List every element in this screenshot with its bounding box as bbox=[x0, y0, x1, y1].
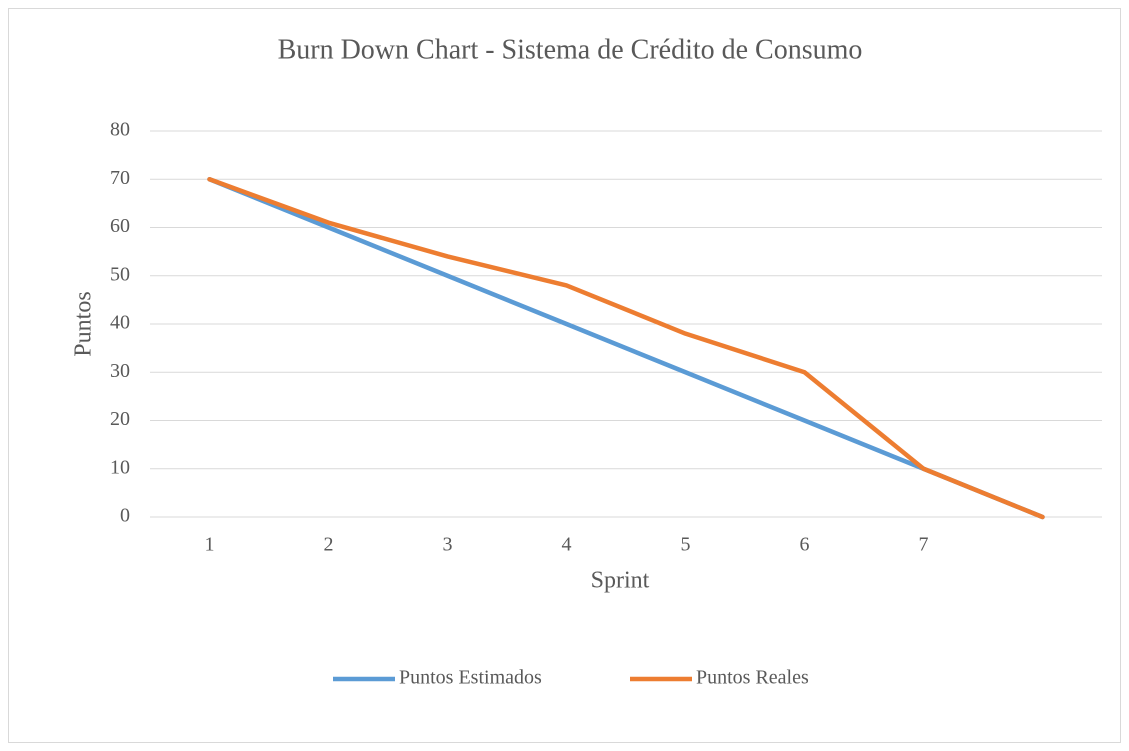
y-tick-label: 0 bbox=[120, 505, 130, 527]
legend-label: Puntos Estimados bbox=[399, 667, 542, 689]
y-tick-label: 30 bbox=[110, 360, 130, 382]
chart-title: Burn Down Chart - Sistema de Crédito de … bbox=[278, 34, 863, 65]
x-tick-label: 3 bbox=[443, 534, 453, 556]
x-tick-label: 2 bbox=[324, 534, 334, 556]
x-tick-label: 4 bbox=[562, 534, 572, 556]
y-axis-label: Puntos bbox=[71, 291, 97, 356]
y-tick-label: 80 bbox=[110, 119, 130, 141]
y-tick-label: 40 bbox=[110, 312, 130, 334]
legend-label: Puntos Reales bbox=[696, 667, 809, 689]
chart-border bbox=[8, 8, 1121, 743]
x-tick-label: 7 bbox=[919, 534, 929, 556]
y-tick-label: 60 bbox=[110, 215, 130, 237]
y-tick-label: 20 bbox=[110, 408, 130, 430]
x-tick-label: 6 bbox=[800, 534, 810, 556]
y-tick-label: 10 bbox=[110, 456, 130, 478]
x-tick-label: 1 bbox=[205, 534, 215, 556]
x-axis-label: Sprint bbox=[591, 568, 650, 594]
series-line bbox=[207, 177, 1045, 520]
y-tick-label: 50 bbox=[110, 263, 130, 285]
series-line bbox=[207, 177, 1045, 520]
x-tick-label: 5 bbox=[681, 534, 691, 556]
y-tick-label: 70 bbox=[110, 167, 130, 189]
